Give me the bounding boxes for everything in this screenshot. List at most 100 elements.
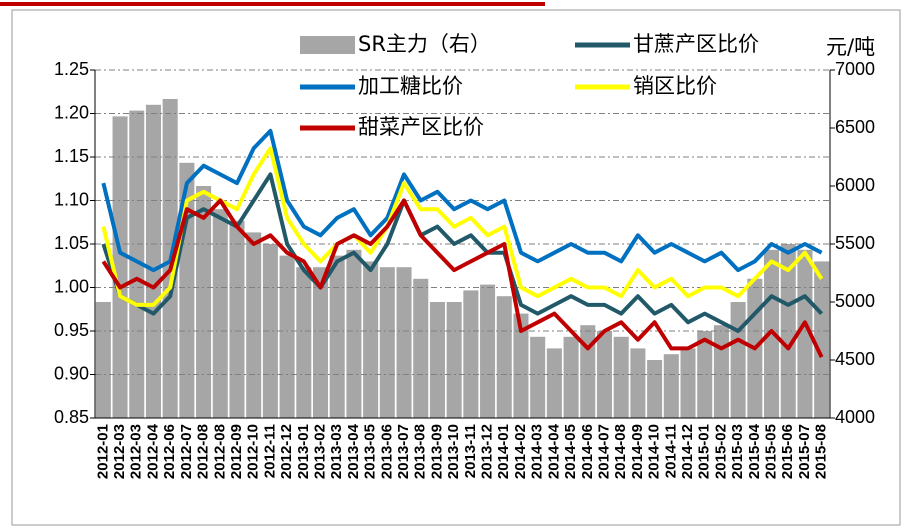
x-tick-label: 2014-05 (562, 424, 579, 479)
x-tick-label: 2012-03 (128, 424, 145, 479)
y2-unit: 元/吨 (826, 35, 875, 59)
y-tick-label: 1.10 (54, 189, 89, 209)
bar (713, 325, 729, 418)
bar (647, 360, 663, 418)
bar (413, 278, 429, 418)
legend-label: 甜菜产区比价 (358, 115, 484, 139)
bar (112, 116, 128, 419)
x-tick-label: 2015-05 (763, 424, 780, 479)
y2-tick-label: 5000 (835, 291, 875, 311)
y2-tick-label: 6500 (835, 117, 875, 137)
bar (480, 284, 496, 418)
x-tick-label: 2013-05 (362, 424, 379, 479)
legend-label: SR主力（右） (358, 32, 491, 56)
x-tick-label: 2015-04 (746, 423, 763, 479)
x-tick-label: 2015-06 (779, 424, 796, 479)
line-series (101, 198, 824, 358)
bar (129, 110, 145, 418)
bar (546, 348, 562, 418)
x-tick-label: 2014-01 (495, 424, 512, 479)
bar (246, 232, 262, 418)
x-tick-label: 2015-02 (712, 424, 729, 479)
x-tick-label: 2014-06 (579, 424, 596, 479)
legend-label: 加工糖比价 (358, 74, 463, 98)
x-tick-label: 2012-01 (94, 424, 111, 479)
y2-tick-label: 7000 (835, 59, 875, 79)
y2-tick-label: 4000 (835, 407, 875, 427)
bar (329, 255, 345, 418)
bar (296, 267, 312, 418)
x-tick-label: 2014-09 (629, 424, 646, 479)
bar (429, 302, 445, 418)
y2-tick-label: 4500 (835, 349, 875, 369)
x-tick-label: 2013-10 (445, 424, 462, 479)
x-tick-label: 2012-12 (278, 424, 295, 479)
x-tick-label: 2013-03 (328, 424, 345, 479)
x-tick-label: 2013-02 (311, 424, 328, 479)
legend-label: 甘蔗产区比价 (633, 32, 759, 56)
bar (697, 331, 713, 418)
bar (797, 249, 813, 418)
bar (212, 209, 228, 418)
y-tick-label: 1.05 (54, 233, 89, 253)
bar (663, 354, 679, 418)
x-tick-label: 2014-03 (529, 424, 546, 479)
bar (496, 296, 512, 418)
x-tick-label: 2014-12 (679, 424, 696, 479)
bar (346, 249, 362, 418)
x-tick-label: 2012-07 (178, 424, 195, 479)
bar (630, 348, 646, 418)
bar (730, 302, 746, 418)
y-tick-label: 1.00 (54, 276, 89, 296)
x-tick-label: 2012-10 (245, 424, 262, 479)
x-tick-label: 2014-02 (512, 424, 529, 479)
x-tick-label: 2014-08 (612, 424, 629, 479)
x-tick-label: 2013-06 (378, 424, 395, 479)
x-tick-label: 2012-03 (111, 424, 128, 479)
y-tick-label: 0.85 (54, 407, 89, 427)
bar (312, 267, 329, 418)
x-tick-label: 2013-08 (412, 424, 429, 479)
bar (513, 313, 529, 418)
x-tick-label: 2014-04 (545, 423, 562, 479)
y2-tick-label: 6000 (835, 175, 875, 195)
x-tick-label: 2015-07 (796, 424, 813, 479)
x-tick-label: 2012-09 (228, 424, 245, 479)
x-tick-label: 2013-11 (462, 424, 479, 478)
y-tick-label: 0.90 (54, 363, 89, 383)
x-tick-label: 2013-04 (345, 423, 362, 479)
x-tick-label: 2013-01 (295, 424, 312, 479)
bar (563, 336, 579, 418)
bar (145, 104, 161, 419)
x-tick-label: 2013-07 (395, 424, 412, 479)
y-tick-label: 0.95 (54, 320, 89, 340)
bar (279, 255, 295, 418)
line-series (101, 128, 823, 273)
x-tick-label: 2012-11 (261, 424, 278, 478)
frame (11, 9, 901, 526)
x-tick-label: 2012-04 (144, 423, 161, 479)
y-tick-label: 1.20 (54, 102, 89, 122)
bar (396, 267, 412, 418)
x-tick-label: 2014-11 (662, 424, 679, 478)
bar (95, 302, 111, 418)
legend-label: 销区比价 (633, 74, 717, 98)
bar (680, 348, 696, 418)
x-tick-label: 2014-07 (595, 424, 612, 479)
y-tick-label: 1.15 (54, 146, 89, 166)
bar (196, 186, 212, 418)
bar (530, 336, 546, 418)
x-tick-label: 2013-12 (479, 424, 496, 479)
x-tick-label: 2015-01 (696, 424, 713, 479)
bar (229, 220, 245, 418)
y-tick-label: 1.25 (54, 59, 89, 79)
x-tick-label: 2014-10 (646, 424, 663, 479)
bar (814, 261, 830, 418)
x-tick-label: 2012-06 (161, 424, 178, 479)
legend-swatch (300, 36, 355, 54)
x-tick-label: 2012-08 (211, 424, 228, 479)
x-tick-label: 2015-08 (813, 424, 830, 479)
bar (463, 290, 479, 418)
bar (580, 325, 596, 418)
